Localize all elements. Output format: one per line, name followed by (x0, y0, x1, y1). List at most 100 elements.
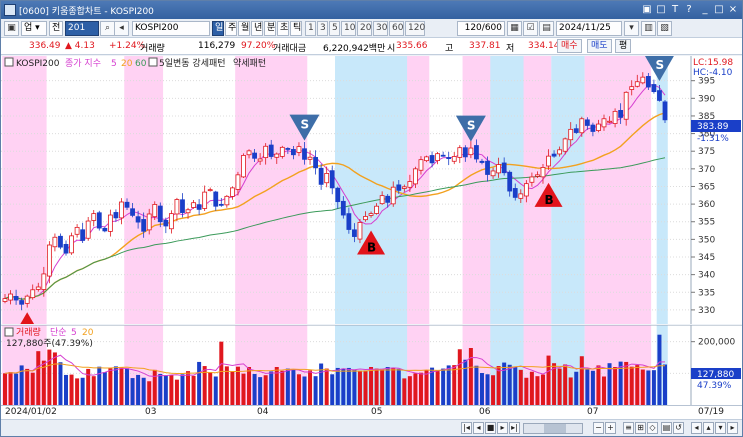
tab-year[interactable]: 년 (251, 21, 263, 36)
candle-body (257, 158, 263, 162)
zoom-out-icon[interactable]: − (593, 422, 604, 434)
volume-bar (247, 367, 252, 405)
candle-body (24, 295, 30, 304)
layout-icon[interactable]: ▥ (641, 21, 656, 36)
draw-icon[interactable]: ◇ (647, 422, 658, 434)
ma5-line (4, 84, 666, 300)
check-icon[interactable]: ☑ (523, 21, 538, 36)
interval-120[interactable]: 120 (405, 21, 425, 36)
volume-chart[interactable]: 100,000200,000 거래량 단순 5 20 127,880주(47.3… (1, 325, 742, 405)
tab-tick[interactable]: 틱 (290, 21, 302, 36)
volume-bar (258, 377, 263, 405)
volume-bar (468, 348, 473, 405)
ma60-line (4, 157, 666, 300)
candle-body (285, 148, 291, 150)
minimize-icon[interactable]: _ (702, 4, 708, 15)
maximize-icon[interactable]: □ (714, 4, 724, 15)
scrollbar[interactable] (523, 423, 583, 434)
arrow-up-icon[interactable]: ▴ (703, 422, 714, 434)
candle-body (413, 168, 418, 185)
sell-button[interactable]: 매도 (587, 39, 612, 53)
search-icon[interactable]: ⌕ (100, 21, 115, 36)
volume-bar (535, 376, 540, 405)
speaker-icon[interactable]: ◂ (114, 21, 129, 36)
candle-body (207, 189, 213, 192)
candle-body (263, 145, 269, 159)
volume-pct: 97.20% (241, 41, 276, 51)
interval-30[interactable]: 30 (373, 21, 388, 36)
prev-button[interactable]: 전 (49, 21, 63, 36)
tab-second[interactable]: 초 (277, 21, 289, 36)
volume-bar (119, 367, 124, 405)
interval-20[interactable]: 20 (357, 21, 372, 36)
pattern-box-icon[interactable] (148, 57, 158, 67)
code-input[interactable]: 201 (65, 21, 99, 36)
candle-body (651, 84, 657, 93)
candle-body (8, 293, 13, 301)
interval-3[interactable]: 3 (317, 21, 328, 36)
volume-bar (141, 377, 146, 405)
interval-10[interactable]: 10 (341, 21, 356, 36)
volume-bar (308, 370, 313, 405)
sell-signal-icon (289, 114, 320, 141)
legend-box-icon[interactable] (4, 57, 14, 67)
avg-button[interactable]: 평 (615, 39, 632, 53)
scroll-first-icon[interactable]: |◂ (461, 422, 472, 434)
tab-month[interactable]: 월 (238, 21, 250, 36)
pause-icon[interactable]: ■ (485, 422, 496, 434)
name-input[interactable]: KOSPI200 (132, 21, 210, 36)
tab-minute[interactable]: 분 (264, 21, 276, 36)
calendar-icon[interactable]: ▾ (624, 21, 639, 36)
sell-signal-icon (455, 115, 486, 142)
screen-icon[interactable]: ▣ (642, 4, 652, 15)
volume-bar (174, 379, 179, 405)
interval-5[interactable]: 5 (329, 21, 340, 36)
volume-bar (230, 371, 235, 405)
tab-day[interactable]: 일 (212, 21, 224, 36)
scroll-next-icon[interactable]: ▸ (497, 422, 508, 434)
price-tick-label: 340 (698, 271, 715, 281)
candle-body (490, 170, 496, 177)
candle-body (124, 201, 130, 208)
volume-bar (491, 375, 496, 405)
save-icon[interactable]: ▤ (539, 21, 554, 36)
tools-icon[interactable]: ▧ (657, 21, 672, 36)
volume-bar (424, 370, 429, 405)
help-icon[interactable]: ? (686, 4, 692, 15)
count-input[interactable]: 120/600 (457, 21, 505, 36)
arrow-right-icon[interactable]: ▸ (727, 422, 738, 434)
arrow-left-icon[interactable]: ◂ (691, 422, 702, 434)
candle-body (573, 128, 579, 133)
scroll-prev-icon[interactable]: ◂ (473, 422, 484, 434)
weak-band (490, 325, 524, 405)
last-volume: 127,880 (697, 370, 734, 380)
up-select[interactable]: 업 ▾ (21, 21, 47, 36)
tile-icon[interactable]: ▤ (661, 422, 672, 434)
interval-60[interactable]: 60 (389, 21, 404, 36)
date-input[interactable]: 2024/11/25 (556, 21, 622, 36)
font-icon[interactable]: T (671, 4, 679, 15)
interval-1[interactable]: 1 (305, 21, 316, 36)
candle-body (135, 216, 141, 223)
candle-body (557, 149, 563, 155)
ruler-icon[interactable]: ⊞ (635, 422, 646, 434)
tab-week[interactable]: 주 (225, 21, 237, 36)
zoom-in-icon[interactable]: + (605, 422, 616, 434)
arrow-down-icon[interactable]: ▾ (715, 422, 726, 434)
volume-legend-box-icon[interactable] (4, 327, 14, 337)
lock-icon[interactable]: ▣ (4, 21, 19, 36)
volume-bar (108, 368, 113, 405)
menu-icon[interactable]: ≡ (623, 422, 634, 434)
buy-button[interactable]: 매수 (557, 39, 582, 53)
candle-body (235, 174, 241, 190)
candle-body (568, 128, 574, 141)
close-icon[interactable]: × (728, 4, 738, 15)
volume-bar (657, 334, 662, 405)
price-chart[interactable]: B S B S B S 330 335 340 345 350 355 360 365 370 375 380… (1, 56, 742, 324)
restore-icon[interactable]: □ (656, 4, 666, 15)
reset-icon[interactable]: ↺ (673, 422, 684, 434)
candle-body (535, 174, 540, 177)
grid-icon[interactable]: ▦ (507, 21, 522, 36)
scroll-last-icon[interactable]: ▸| (509, 422, 520, 434)
scroll-thumb[interactable] (544, 424, 566, 433)
